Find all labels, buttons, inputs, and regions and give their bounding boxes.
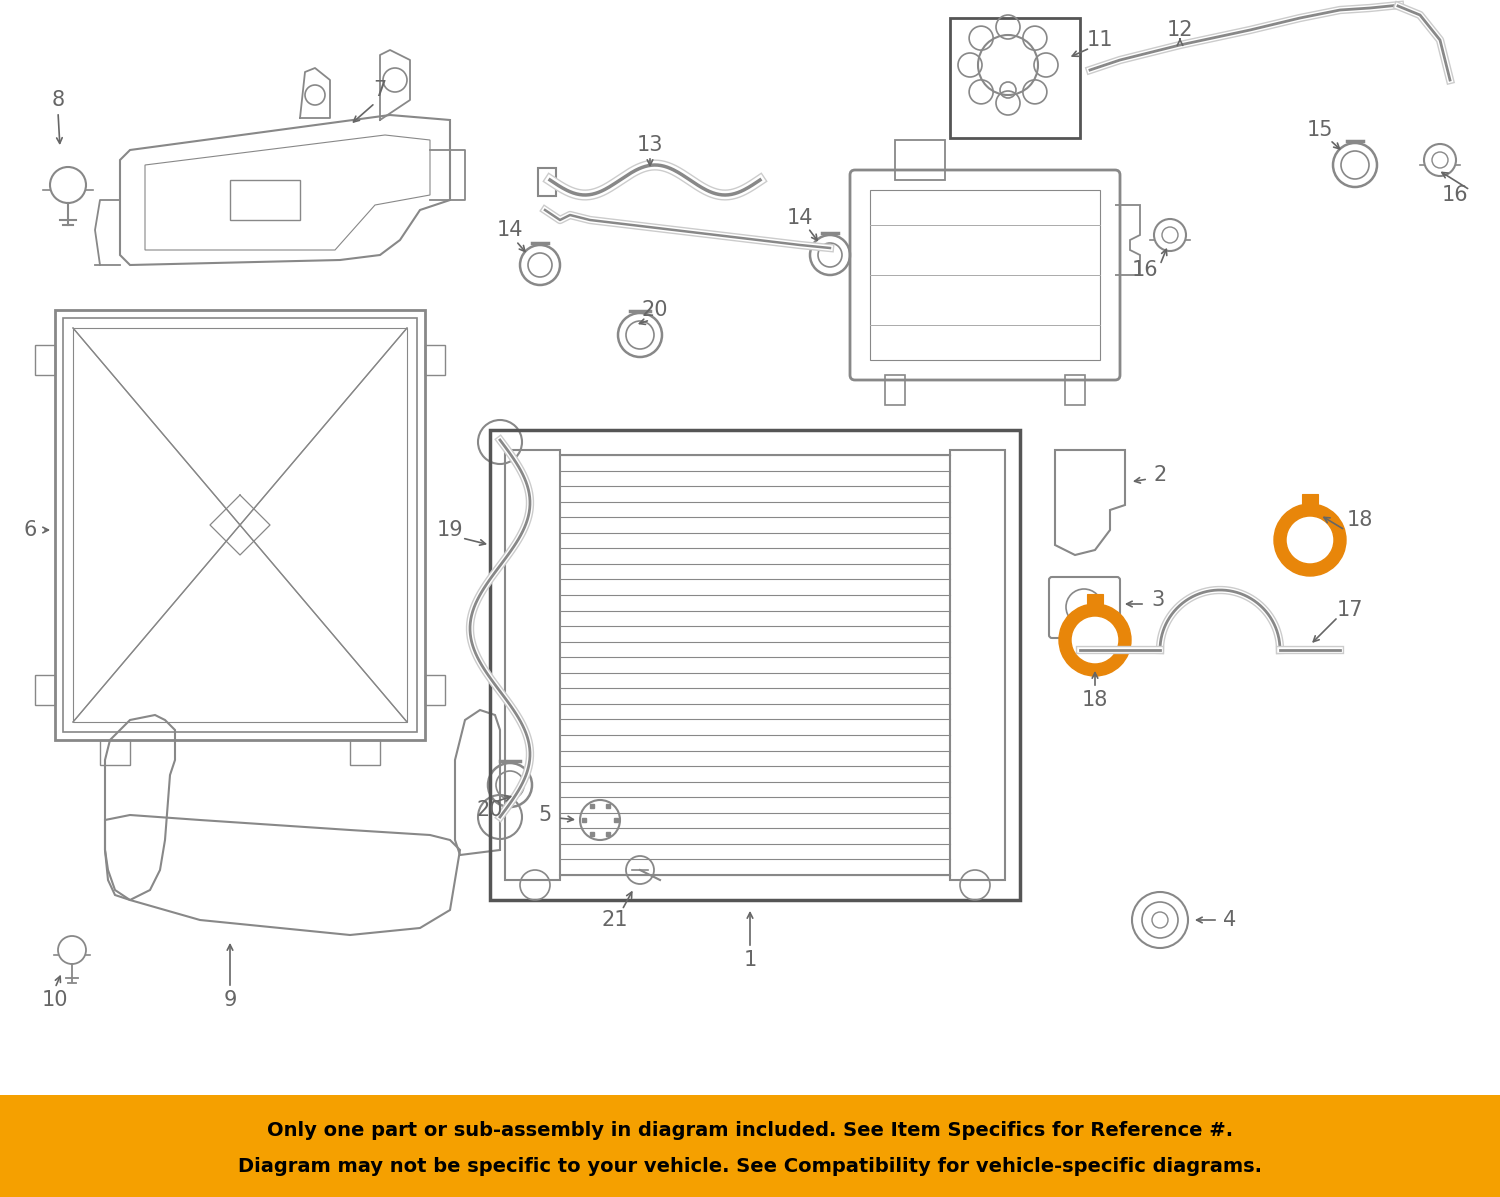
Bar [424, 675, 445, 705]
Bar [230, 180, 300, 220]
Bar [34, 345, 56, 375]
Text: 10: 10 [42, 990, 69, 1010]
Bar [100, 740, 130, 765]
Wedge shape [1059, 604, 1131, 676]
Bar [1065, 375, 1084, 405]
Bar [74, 328, 407, 722]
Text: 20: 20 [642, 300, 669, 320]
Text: 6: 6 [24, 519, 36, 540]
Text: 19: 19 [436, 519, 463, 540]
Bar [885, 375, 904, 405]
Text: Diagram may not be specific to your vehicle. See Compatibility for vehicle-speci: Diagram may not be specific to your vehi… [238, 1157, 1262, 1177]
Text: 2: 2 [1154, 464, 1167, 485]
Bar [350, 740, 380, 765]
Text: 13: 13 [636, 135, 663, 154]
Text: 21: 21 [602, 910, 628, 930]
Text: 14: 14 [786, 208, 813, 227]
Text: 16: 16 [1442, 186, 1468, 205]
Text: 11: 11 [1086, 30, 1113, 50]
Bar [63, 318, 417, 733]
Bar [870, 190, 1100, 360]
Text: 1: 1 [744, 950, 756, 970]
Bar [950, 18, 1080, 138]
Text: 17: 17 [1336, 600, 1364, 620]
Bar [0, 1095, 1500, 1197]
Text: 15: 15 [1306, 120, 1334, 140]
Bar [1088, 594, 1102, 608]
Wedge shape [1071, 616, 1119, 664]
Text: 20: 20 [477, 800, 502, 820]
Text: 18: 18 [1082, 689, 1108, 710]
Text: 4: 4 [1224, 910, 1236, 930]
Bar [1302, 494, 1318, 508]
Bar [56, 310, 424, 740]
Text: 18: 18 [1347, 510, 1372, 530]
Text: 8: 8 [51, 90, 64, 110]
Bar [538, 168, 556, 196]
Bar [490, 430, 1020, 900]
Bar [896, 140, 945, 180]
Text: 16: 16 [1131, 260, 1158, 280]
Text: 9: 9 [224, 990, 237, 1010]
Text: 3: 3 [1152, 590, 1164, 610]
Wedge shape [1286, 516, 1334, 564]
Text: 14: 14 [496, 220, 523, 241]
Text: 5: 5 [538, 806, 552, 825]
Bar [506, 450, 560, 880]
Bar [424, 345, 445, 375]
Bar [34, 675, 56, 705]
Bar [950, 450, 1005, 880]
Text: Only one part or sub-assembly in diagram included. See Item Specifics for Refere: Only one part or sub-assembly in diagram… [267, 1120, 1233, 1140]
Wedge shape [1274, 504, 1346, 576]
Text: 7: 7 [374, 80, 387, 101]
Text: 12: 12 [1167, 20, 1194, 40]
